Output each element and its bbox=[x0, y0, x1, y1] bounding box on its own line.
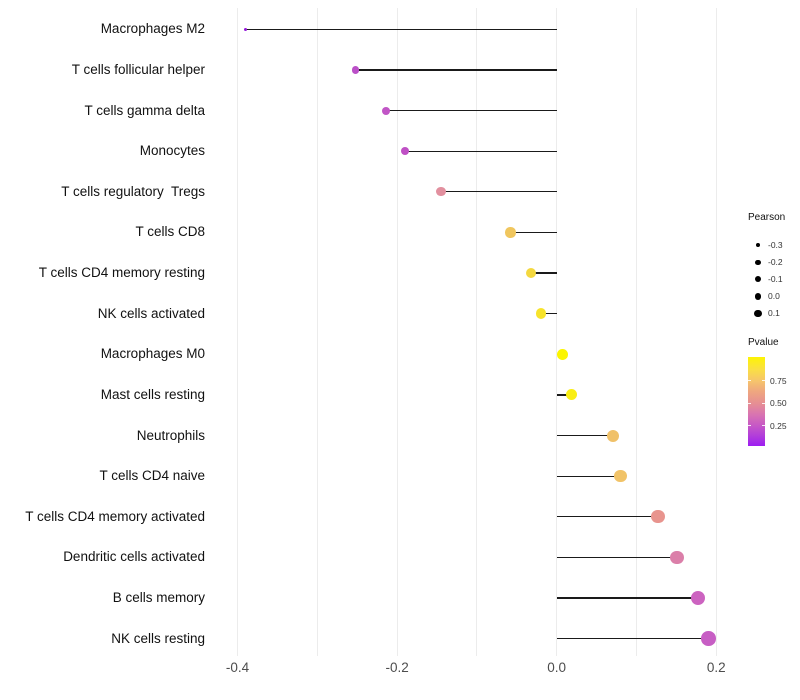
colorbar-tick-mark bbox=[748, 425, 751, 427]
size-legend-label: 0.0 bbox=[768, 291, 780, 302]
size-legend-title: Pearson bbox=[748, 212, 786, 223]
lollipop-stem bbox=[245, 28, 557, 30]
category-label: T cells gamma delta bbox=[84, 102, 205, 118]
category-label: Monocytes bbox=[139, 143, 205, 159]
x-tick-label: -0.2 bbox=[385, 660, 409, 675]
size-legend-dot bbox=[754, 309, 762, 318]
x-gridline bbox=[396, 8, 398, 656]
category-label: Mast cells resting bbox=[100, 386, 205, 402]
colorbar-tick-mark bbox=[762, 402, 765, 404]
colorbar-tick-mark bbox=[748, 380, 751, 382]
lollipop-stem bbox=[556, 638, 709, 640]
lollipop-stem bbox=[556, 394, 572, 396]
size-legend-dot bbox=[755, 243, 761, 248]
lollipop-stem bbox=[540, 313, 557, 315]
lollipop-stem bbox=[385, 109, 557, 112]
x-gridline bbox=[556, 8, 558, 656]
size-legend-label: -0.2 bbox=[768, 257, 783, 268]
category-label: T cells CD8 bbox=[135, 224, 205, 240]
data-point-dot bbox=[614, 469, 627, 483]
x-gridline bbox=[316, 8, 318, 656]
colorbar-tick-label: 0.25 bbox=[770, 420, 787, 431]
data-point-dot bbox=[566, 389, 578, 401]
lollipop-stem bbox=[556, 434, 614, 437]
category-label: NK cells activated bbox=[97, 305, 205, 321]
data-point-dot bbox=[556, 348, 568, 360]
category-label: B cells memory bbox=[112, 590, 205, 606]
category-label: Macrophages M2 bbox=[100, 21, 205, 37]
x-gridline bbox=[636, 8, 637, 656]
x-tick-label: 0.2 bbox=[706, 660, 726, 675]
category-label: T cells CD4 memory resting bbox=[38, 265, 205, 281]
category-label: T cells regulatory Tregs bbox=[61, 183, 205, 199]
pvalue-colorbar bbox=[748, 357, 765, 446]
data-point-dot bbox=[400, 146, 410, 156]
lollipop-stem bbox=[510, 231, 557, 234]
color-legend-title: Pvalue bbox=[748, 337, 779, 348]
category-label: Neutrophils bbox=[136, 427, 205, 443]
colorbar-tick-mark bbox=[762, 380, 765, 382]
x-gridline bbox=[237, 8, 238, 656]
colorbar-tick-mark bbox=[762, 425, 765, 427]
x-tick-label: 0.0 bbox=[547, 660, 567, 675]
lollipop-stem bbox=[405, 150, 557, 152]
size-legend-dot bbox=[755, 259, 761, 265]
category-label: T cells CD4 memory activated bbox=[25, 508, 205, 524]
category-label: T cells CD4 naive bbox=[99, 468, 205, 484]
colorbar-tick-label: 0.75 bbox=[770, 375, 787, 386]
category-label: Macrophages M0 bbox=[100, 346, 205, 362]
x-tick-label: -0.4 bbox=[225, 660, 250, 675]
size-legend-label: -0.1 bbox=[768, 274, 783, 285]
data-point-dot bbox=[535, 308, 546, 319]
x-gridline bbox=[476, 8, 478, 656]
data-point-dot bbox=[670, 550, 684, 565]
data-point-dot bbox=[352, 66, 360, 74]
data-point-dot bbox=[690, 590, 706, 606]
x-gridline bbox=[715, 8, 717, 656]
colorbar-tick-mark bbox=[748, 402, 751, 404]
lollipop-stem bbox=[556, 475, 621, 477]
lollipop-stem bbox=[440, 191, 557, 193]
lollipop-stem bbox=[556, 516, 659, 518]
size-legend-dot bbox=[755, 276, 761, 283]
category-label: T cells follicular helper bbox=[71, 61, 205, 77]
data-point-dot bbox=[651, 510, 665, 524]
data-point-dot bbox=[701, 631, 716, 646]
plot-panel bbox=[212, 8, 740, 656]
lollipop-stem bbox=[556, 597, 698, 599]
data-point-dot bbox=[243, 27, 247, 31]
lollipop-stem bbox=[531, 272, 557, 274]
size-legend-label: 0.1 bbox=[768, 308, 780, 319]
data-point-dot bbox=[505, 227, 516, 238]
lollipop-stem bbox=[355, 69, 557, 71]
category-label: NK cells resting bbox=[111, 630, 205, 646]
size-legend-label: -0.3 bbox=[768, 240, 783, 251]
colorbar-tick-label: 0.50 bbox=[770, 398, 787, 409]
data-point-dot bbox=[381, 106, 390, 115]
category-label: Dendritic cells activated bbox=[63, 549, 205, 565]
size-legend-dot bbox=[754, 292, 762, 300]
data-point-dot bbox=[526, 267, 537, 279]
data-point-dot bbox=[607, 429, 620, 442]
data-point-dot bbox=[436, 187, 446, 197]
lollipop-stem bbox=[556, 556, 678, 559]
